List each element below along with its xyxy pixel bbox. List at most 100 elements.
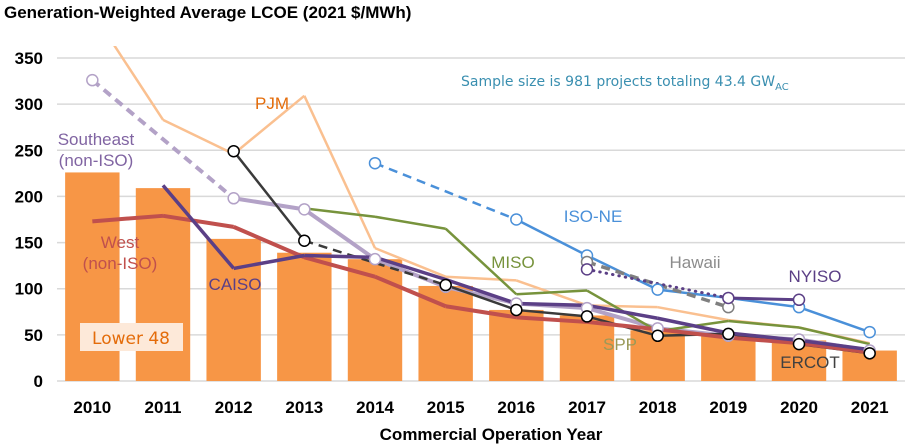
bar-lower-48 (418, 285, 473, 381)
series-labels: PJM Southeast (non-ISO) SPP ISO-NE MISO Hawaii… (58, 94, 842, 372)
line-hawaii (586, 260, 729, 309)
y-tick-label: 0 (34, 372, 43, 391)
marker-iso-ne (651, 283, 664, 296)
marker-southeast-non-iso (298, 203, 311, 216)
line-west-non-iso (92, 213, 164, 224)
series-lines (91, 46, 871, 355)
marker-spp (439, 278, 452, 292)
line-caiso (161, 184, 235, 270)
marker-nyiso (792, 293, 806, 307)
y-tick-label: 300 (15, 95, 43, 114)
line-west-non-iso (374, 274, 447, 309)
series-label-southeast-non-iso: (non-ISO) (59, 151, 134, 170)
line-spp (445, 283, 517, 312)
marker-iso-ne (510, 213, 523, 226)
x-tick-label: 2018 (639, 398, 677, 417)
line-miso (304, 207, 376, 218)
line-pjm (113, 46, 165, 121)
line-pjm (657, 305, 729, 322)
sample-size-annotation: Sample size is 981 projects totaling 43.… (461, 74, 789, 93)
line-iso-ne (798, 305, 871, 334)
marker-iso-ne (368, 156, 382, 170)
line-miso (728, 319, 800, 329)
marker-spp (792, 337, 806, 351)
series-label-iso-ne: ISO-NE (564, 207, 623, 226)
marker-spp (510, 303, 523, 317)
line-caiso (798, 338, 870, 352)
x-tick-label: 2011 (145, 398, 182, 417)
marker-spp (298, 234, 311, 247)
marker-spp (651, 329, 664, 343)
y-tick-label: 200 (15, 187, 43, 206)
series-label-miso: MISO (491, 253, 534, 272)
series-markers (86, 73, 876, 360)
line-miso (798, 326, 870, 346)
series-label-pjm: PJM (255, 94, 289, 113)
marker-spp (227, 144, 240, 158)
x-tick-label: 2020 (780, 398, 818, 417)
line-nyiso (728, 296, 800, 302)
x-tick-label: 2016 (497, 398, 535, 417)
chart-title: Generation-Weighted Average LCOE (2021 $… (4, 3, 412, 22)
line-pjm (445, 275, 517, 282)
line-west-non-iso (516, 315, 588, 324)
line-caiso (304, 253, 376, 260)
x-tick-label: 2017 (568, 398, 606, 417)
marker-southeast-non-iso (368, 252, 382, 266)
series-label-southeast-non-iso: Southeast (58, 130, 135, 149)
marker-southeast-non-iso (227, 192, 240, 205)
y-tick-label: 50 (24, 326, 43, 345)
series-label-caiso: CAISO (209, 275, 262, 294)
marker-nyiso (580, 263, 594, 276)
bar-lower-48 (277, 252, 332, 381)
line-spp (516, 308, 588, 318)
line-caiso (728, 331, 800, 343)
x-tick-label: 2015 (427, 398, 465, 417)
bar-lower-48 (347, 259, 403, 381)
x-tick-label: 2012 (215, 398, 253, 417)
marker-nyiso (722, 291, 735, 305)
line-caiso (516, 301, 588, 308)
x-tick-label: 2014 (356, 398, 394, 417)
line-spp (303, 239, 447, 287)
marker-spp (863, 347, 876, 360)
marker-iso-ne (863, 325, 876, 339)
line-west-non-iso (162, 213, 234, 229)
line-southeast-non-iso (91, 78, 235, 200)
line-caiso (445, 277, 517, 306)
line-west-non-iso (586, 319, 658, 332)
series-label-spp: SPP (603, 335, 637, 354)
line-pjm (162, 118, 235, 156)
lower-48-label-bg (80, 323, 183, 351)
line-miso (516, 289, 588, 296)
line-iso-ne (374, 162, 517, 221)
series-label-ercot: ERCOT (780, 353, 840, 372)
line-west-non-iso (728, 335, 800, 346)
lower-48-label: Lower 48 (92, 329, 170, 349)
line-west-non-iso (232, 225, 306, 260)
line-caiso (374, 255, 447, 282)
line-iso-ne (657, 288, 729, 300)
line-caiso (657, 316, 729, 335)
line-miso (444, 227, 518, 296)
x-tick-label: 2013 (285, 398, 323, 417)
gridlines (57, 57, 905, 382)
line-southeast-non-iso (303, 207, 377, 261)
line-iso-ne (515, 218, 588, 257)
line-west-non-iso (657, 327, 729, 340)
bar-lower-48 (206, 238, 261, 381)
y-axis-ticks: 0 50 100 150 200 250 300 350 (15, 49, 43, 391)
x-tick-label: 2021 (851, 398, 889, 417)
marker-spp (580, 310, 594, 323)
y-tick-label: 250 (15, 141, 43, 160)
x-tick-label: 2010 (73, 398, 111, 417)
x-axis-label: Commercial Operation Year (380, 425, 603, 444)
line-pjm (374, 246, 447, 278)
line-pjm (303, 95, 377, 249)
series-label-nyiso: NYISO (789, 267, 842, 286)
series-label-west-non-iso: (non-ISO) (83, 254, 158, 273)
line-pjm (586, 304, 658, 309)
line-west-non-iso (303, 255, 376, 279)
marker-southeast-non-iso (86, 73, 99, 87)
